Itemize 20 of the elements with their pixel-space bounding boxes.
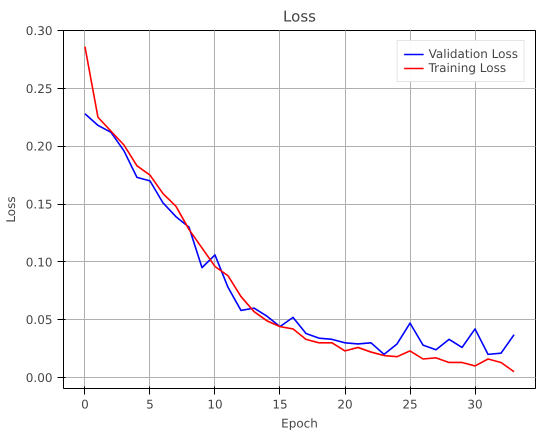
x-tick-label: 15 bbox=[272, 398, 288, 412]
y-tick-label: 0.10 bbox=[26, 255, 52, 270]
y-tick-label: 0.20 bbox=[26, 140, 52, 154]
legend-label: Training Loss bbox=[428, 61, 506, 75]
y-tick-label: 0.30 bbox=[26, 24, 52, 38]
y-tick-label: 0.15 bbox=[26, 198, 52, 212]
chart-title: Loss bbox=[283, 8, 316, 26]
x-tick-label: 10 bbox=[207, 398, 223, 412]
y-tick-label: 0.00 bbox=[26, 371, 52, 386]
x-tick-label: 25 bbox=[402, 398, 418, 412]
line-series bbox=[84, 112, 515, 356]
x-tick-label: 20 bbox=[337, 398, 353, 412]
x-tick-label: 5 bbox=[146, 398, 154, 412]
x-axis-title: Epoch bbox=[281, 416, 318, 430]
y-axis-title: Loss bbox=[4, 196, 18, 223]
legend-label: Validation Loss bbox=[428, 47, 518, 61]
y-tick-label: 0.05 bbox=[26, 313, 52, 328]
x-tick-label: 30 bbox=[467, 398, 483, 412]
y-tick-label: 0.25 bbox=[26, 82, 52, 96]
x-tick-label: 0 bbox=[81, 398, 89, 412]
